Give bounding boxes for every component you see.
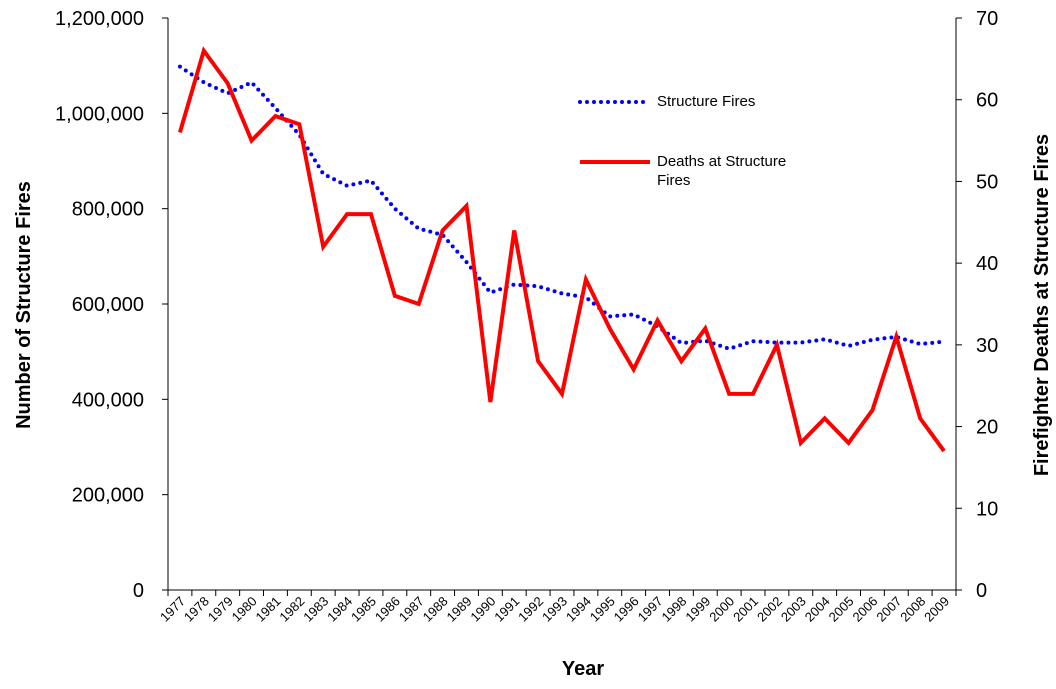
x-tick-label: 2008 [897,594,928,625]
x-tick-label: 1988 [420,594,451,625]
x-tick-label: 2004 [802,594,833,625]
legend-label: Structure Fires [657,93,756,110]
x-tick-label: 1998 [658,594,689,625]
x-tick-label: 2005 [826,594,857,625]
y2-tick-label: 40 [976,253,998,275]
x-tick-label: 1999 [682,594,713,625]
y-tick-label: 200,000 [72,485,144,507]
x-tick-label: 2009 [921,594,952,625]
x-tick-label: 1982 [276,594,307,625]
x-tick-label: 2007 [873,594,904,625]
x-tick-label: 1985 [348,594,379,625]
y2-tick-label: 50 [976,171,998,193]
x-tick-label: 1986 [372,594,403,625]
x-tick-label: 1980 [229,594,260,625]
x-axis-title: Year [562,658,604,680]
x-tick-label: 1989 [444,594,475,625]
x-tick-label: 2000 [706,594,737,625]
y2-tick-label: 0 [976,580,987,602]
x-tick-label: 1996 [611,594,642,625]
y2-tick-label: 30 [976,335,998,357]
x-tick-label: 1995 [587,594,618,625]
y2-tick-label: 10 [976,498,998,520]
x-tick-label: 1991 [491,594,522,625]
x-tick-label: 2002 [754,594,785,625]
x-tick-label: 1983 [300,594,331,625]
y2-tick-label: 60 [976,90,998,112]
y2-tick-label: 70 [976,8,998,30]
y2-tick-label: 20 [976,417,998,439]
x-tick-label: 1994 [563,594,594,625]
x-tick-label: 1990 [467,594,498,625]
x-tick-label: 1979 [205,594,236,625]
x-tick-label: 2006 [849,594,880,625]
y-tick-label: 600,000 [72,294,144,316]
y2-axis-title: Firefighter Deaths at Structure Fires [1031,134,1053,476]
y-tick-label: 800,000 [72,199,144,221]
x-tick-label: 2003 [778,594,809,625]
series-line [177,64,947,351]
x-tick-label: 1997 [635,594,666,625]
x-tick-label: 1992 [515,594,546,625]
x-tick-label: 1981 [253,594,284,625]
x-tick-label: 1984 [324,594,355,625]
y-axis-title: Number of Structure Fires [13,181,35,429]
y-tick-label: 1,200,000 [55,8,144,30]
x-tick-label: 1993 [539,594,570,625]
y-tick-label: 400,000 [72,389,144,411]
legend-label: Deaths at Structure Fires [657,153,787,189]
x-tick-label: 1987 [396,594,427,625]
y-tick-label: 0 [133,580,144,602]
x-tick-label: 2001 [730,594,761,625]
x-tick-label: 1977 [157,594,188,625]
x-tick-label: 1978 [181,594,212,625]
series-line [178,46,946,453]
y-tick-label: 1,000,000 [55,103,144,125]
